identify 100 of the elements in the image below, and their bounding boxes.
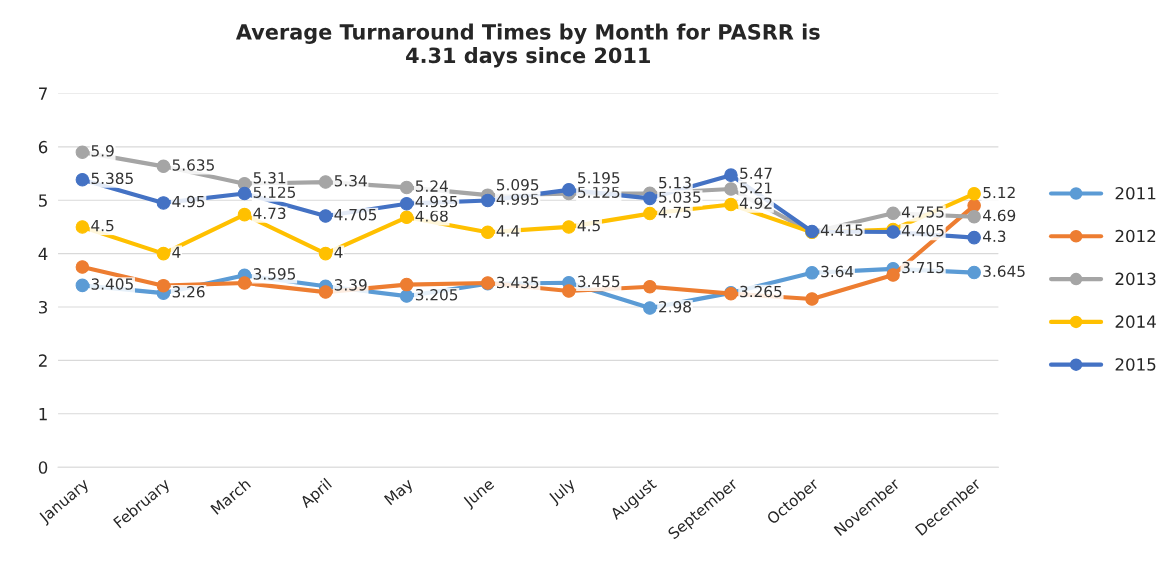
data-label: 4.5 xyxy=(577,220,600,232)
point xyxy=(399,180,414,195)
data-label: 4.73 xyxy=(253,207,286,220)
data-label: 3.26 xyxy=(172,286,205,298)
data-label: 3.39 xyxy=(334,279,367,291)
legend-label: 2012 xyxy=(1115,229,1156,243)
point xyxy=(399,277,414,292)
point xyxy=(967,230,981,245)
data-label: 4.4 xyxy=(496,225,520,237)
point xyxy=(399,289,414,303)
data-label: 3.435 xyxy=(496,276,539,289)
point xyxy=(75,145,90,159)
data-label: 5.635 xyxy=(172,159,214,171)
data-label: 2.98 xyxy=(659,300,691,313)
data-label: 4.5 xyxy=(91,220,114,232)
point xyxy=(643,301,657,315)
point xyxy=(237,186,252,201)
point xyxy=(562,183,576,197)
point xyxy=(886,268,900,282)
y-tick-label: 4 xyxy=(38,247,48,260)
data-label: 5.9 xyxy=(91,145,114,157)
data-label: 3.645 xyxy=(983,265,1025,278)
data-label: 5.13 xyxy=(659,176,691,189)
point xyxy=(399,196,414,211)
point xyxy=(562,284,576,298)
data-label: 3.715 xyxy=(902,261,944,274)
y-tick-label: 2 xyxy=(38,354,47,367)
data-label: 4.935 xyxy=(415,195,458,208)
point xyxy=(399,210,414,225)
point xyxy=(156,278,171,293)
data-label: 5.095 xyxy=(497,178,539,191)
point xyxy=(562,220,576,234)
y-tick-label: 6 xyxy=(38,140,48,154)
point xyxy=(967,187,981,201)
point xyxy=(237,207,252,222)
x-tick-label: May xyxy=(383,477,416,508)
point xyxy=(75,278,90,293)
point xyxy=(75,172,90,187)
point xyxy=(318,246,333,261)
data-label: 5.195 xyxy=(578,172,620,184)
data-label: 3.205 xyxy=(415,288,458,301)
data-label: 4.755 xyxy=(901,206,944,218)
data-label: 5.125 xyxy=(253,186,296,198)
data-label: 4.3 xyxy=(982,230,1006,243)
data-label: 4.405 xyxy=(901,224,944,237)
point xyxy=(75,220,90,234)
point xyxy=(156,196,171,210)
data-label: 5.125 xyxy=(578,186,620,198)
data-label: 4.705 xyxy=(334,208,377,221)
data-label: 3.64 xyxy=(821,265,854,278)
point xyxy=(643,279,657,294)
data-label: 4.68 xyxy=(415,210,448,222)
y-tick-label: 3 xyxy=(38,300,47,314)
data-label: 4.995 xyxy=(496,193,539,205)
data-label: 3.455 xyxy=(578,275,620,288)
legend-label: 2014 xyxy=(1115,315,1156,328)
point xyxy=(156,159,171,174)
data-label: 4.95 xyxy=(172,195,205,208)
data-label: 3.595 xyxy=(253,268,296,280)
point xyxy=(724,168,738,182)
data-label: 5.035 xyxy=(659,191,701,203)
point xyxy=(75,260,90,274)
point xyxy=(967,265,981,280)
point xyxy=(480,225,495,240)
data-label: 3.265 xyxy=(740,285,782,298)
legend-label: 2011 xyxy=(1115,186,1156,200)
point xyxy=(156,246,171,261)
point xyxy=(480,193,495,208)
data-label: 5.34 xyxy=(334,174,367,187)
chart-title: Average Turnaround Times by Month for PASRR is 4.31 days since 2011 xyxy=(235,23,820,68)
data-label: 3.405 xyxy=(91,278,133,290)
data-label: 4.92 xyxy=(739,197,772,209)
data-label: 4 xyxy=(334,246,343,258)
point xyxy=(643,191,657,206)
data-label: 4 xyxy=(172,246,181,258)
point xyxy=(805,266,819,280)
point xyxy=(237,276,252,290)
data-label: 4.69 xyxy=(982,209,1016,222)
data-label: 5.24 xyxy=(415,180,448,192)
legend-label: 2013 xyxy=(1115,272,1156,286)
point xyxy=(724,197,738,212)
data-label: 4.415 xyxy=(820,224,863,236)
y-tick-label: 7 xyxy=(39,87,47,100)
data-label: 5.21 xyxy=(740,181,772,194)
point xyxy=(724,182,738,196)
point xyxy=(318,175,333,189)
point xyxy=(643,206,657,221)
data-label: 5.12 xyxy=(983,186,1015,199)
point xyxy=(805,292,819,306)
data-label: 5.31 xyxy=(253,172,286,184)
data-label: 5.47 xyxy=(740,167,772,180)
data-label: 4.75 xyxy=(658,206,691,219)
point xyxy=(318,285,333,299)
y-tick-label: 5 xyxy=(39,194,47,207)
y-tick-label: 1 xyxy=(39,407,47,421)
point xyxy=(318,209,333,223)
point xyxy=(967,210,981,224)
y-tick-label: 0 xyxy=(38,461,48,474)
data-label: 5.385 xyxy=(91,172,133,185)
point xyxy=(886,206,900,221)
